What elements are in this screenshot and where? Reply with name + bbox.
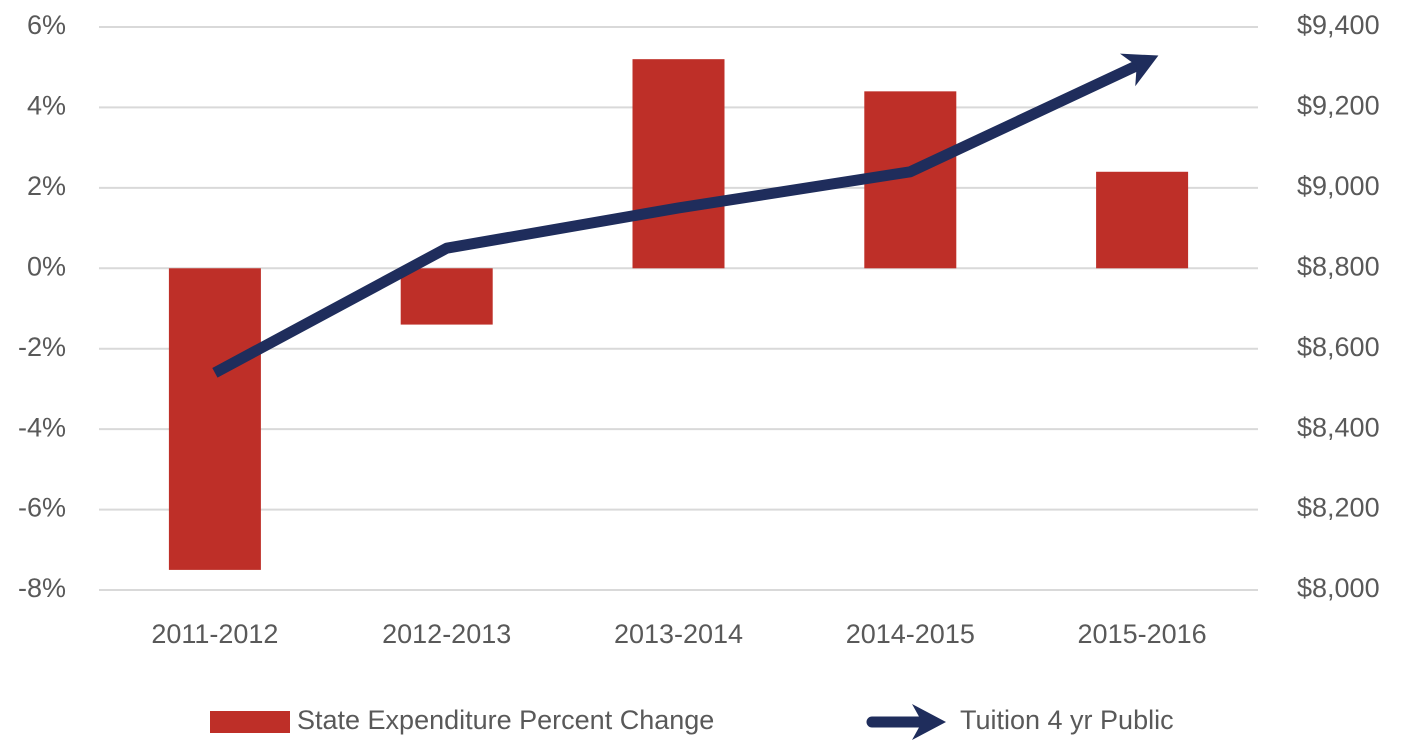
y2-tick-label: $9,000	[1297, 171, 1380, 201]
bar	[400, 268, 493, 325]
y-tick-label: -4%	[18, 412, 66, 442]
x-tick-label: 2011-2012	[151, 619, 278, 649]
x-tick-label: 2013-2014	[614, 619, 743, 649]
y2-tick-label: $8,600	[1297, 332, 1380, 362]
bar	[1096, 171, 1189, 269]
legend-label: Tuition 4 yr Public	[960, 705, 1174, 735]
y-tick-label: 2%	[27, 171, 66, 201]
y2-tick-label: $8,000	[1297, 573, 1380, 603]
x-tick-label: 2015-2016	[1078, 619, 1207, 649]
y-tick-label: 4%	[27, 91, 66, 121]
x-tick-label: 2014-2015	[846, 619, 975, 649]
y-tick-label: -6%	[18, 493, 66, 523]
bar	[632, 59, 725, 269]
legend-swatch	[210, 711, 290, 733]
y-tick-label: 6%	[27, 10, 66, 40]
y2-tick-label: $8,400	[1297, 412, 1380, 442]
y2-tick-label: $8,200	[1297, 493, 1380, 523]
legend-label: State Expenditure Percent Change	[297, 705, 714, 735]
y-tick-label: -2%	[18, 332, 66, 362]
line	[212, 53, 1159, 378]
y2-tick-label: $9,200	[1297, 91, 1380, 121]
y2-tick-label: $8,800	[1297, 251, 1380, 281]
y2-tick-label: $9,400	[1297, 10, 1380, 40]
x-tick-label: 2012-2013	[382, 619, 511, 649]
y-tick-label: 0%	[27, 251, 66, 281]
y-tick-label: -8%	[18, 573, 66, 603]
bar	[168, 268, 261, 570]
